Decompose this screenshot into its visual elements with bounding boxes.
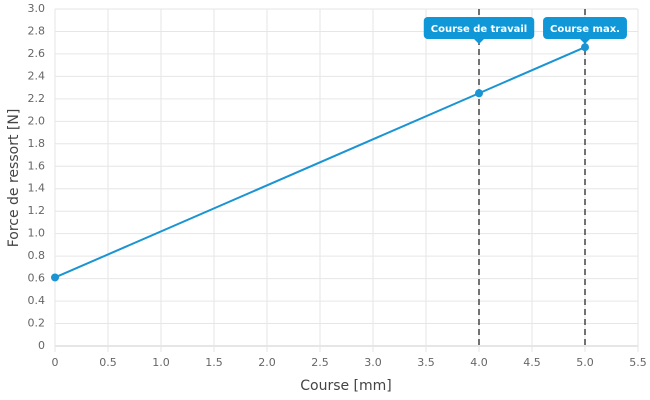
y-tick-label: 2.6 bbox=[28, 47, 46, 60]
y-axis-title: Force de ressort [N] bbox=[6, 109, 22, 248]
y-tick-label: 1.4 bbox=[28, 182, 46, 195]
annotation-pointer bbox=[580, 39, 590, 44]
grid bbox=[54, 8, 639, 352]
x-tick-label: 0.5 bbox=[99, 356, 117, 369]
x-tick-label: 2.5 bbox=[311, 356, 329, 369]
y-tick-label: 0.2 bbox=[28, 317, 46, 330]
y-tick-label: 1.6 bbox=[28, 159, 46, 172]
annotation-label: Course max. bbox=[550, 24, 620, 35]
x-tick-label: 2.0 bbox=[258, 356, 276, 369]
y-tick-label: 2.2 bbox=[28, 92, 46, 105]
annotation-box bbox=[423, 17, 535, 39]
y-tick-label: 2.0 bbox=[28, 114, 46, 127]
x-tick-label: 4.5 bbox=[523, 356, 541, 369]
y-tick-label: 2.4 bbox=[28, 69, 46, 82]
y-tick-label: 1.2 bbox=[28, 204, 46, 217]
x-tick-label: 0 bbox=[52, 356, 59, 369]
annotation: Course de travail bbox=[423, 17, 535, 44]
annotation-pointer bbox=[474, 39, 484, 44]
x-tick-label: 3.5 bbox=[417, 356, 435, 369]
y-tick-label: 1.0 bbox=[28, 227, 46, 240]
y-tick-label: 0.4 bbox=[28, 294, 46, 307]
x-tick-label: 5.5 bbox=[629, 356, 647, 369]
y-tick-label: 0.8 bbox=[28, 249, 46, 262]
data-point bbox=[581, 43, 589, 52]
x-tick-label: 4.0 bbox=[470, 356, 488, 369]
x-tick-label: 3.0 bbox=[364, 356, 382, 369]
x-tick-label: 1.5 bbox=[205, 356, 223, 369]
annotation-box bbox=[543, 17, 627, 39]
x-tick-label: 5.0 bbox=[576, 356, 594, 369]
annotation: Course max. bbox=[543, 17, 627, 44]
x-tick-label: 1.0 bbox=[152, 356, 170, 369]
data-point bbox=[475, 89, 483, 98]
y-tick-label: 1.8 bbox=[28, 137, 46, 150]
y-tick-label: 0.6 bbox=[28, 272, 46, 285]
data-point bbox=[51, 273, 59, 282]
y-tick-label: 3.0 bbox=[28, 2, 46, 15]
y-tick-label: 0 bbox=[38, 339, 45, 352]
x-axis-title: Course [mm] bbox=[300, 378, 392, 394]
annotation-label: Course de travail bbox=[431, 24, 527, 35]
y-tick-label: 2.8 bbox=[28, 24, 46, 37]
